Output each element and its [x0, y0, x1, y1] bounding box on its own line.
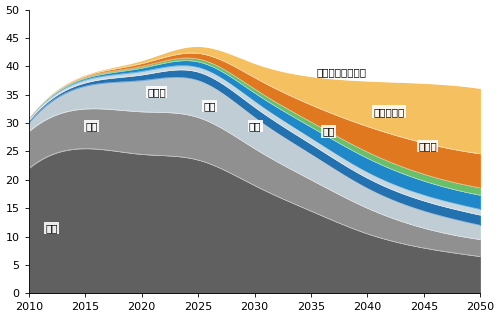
Text: 煤炭: 煤炭 — [46, 223, 58, 233]
Text: 风电: 风电 — [322, 127, 335, 137]
Text: 天然气: 天然气 — [148, 87, 166, 97]
Text: 太阳能和地热供热: 太阳能和地热供热 — [316, 67, 366, 77]
Text: 生物质: 生物质 — [418, 141, 437, 151]
Text: 核电: 核电 — [204, 101, 216, 111]
Text: 石油: 石油 — [85, 121, 98, 131]
Text: 水电: 水电 — [249, 121, 262, 131]
Text: 太阳能发电: 太阳能发电 — [373, 107, 404, 117]
